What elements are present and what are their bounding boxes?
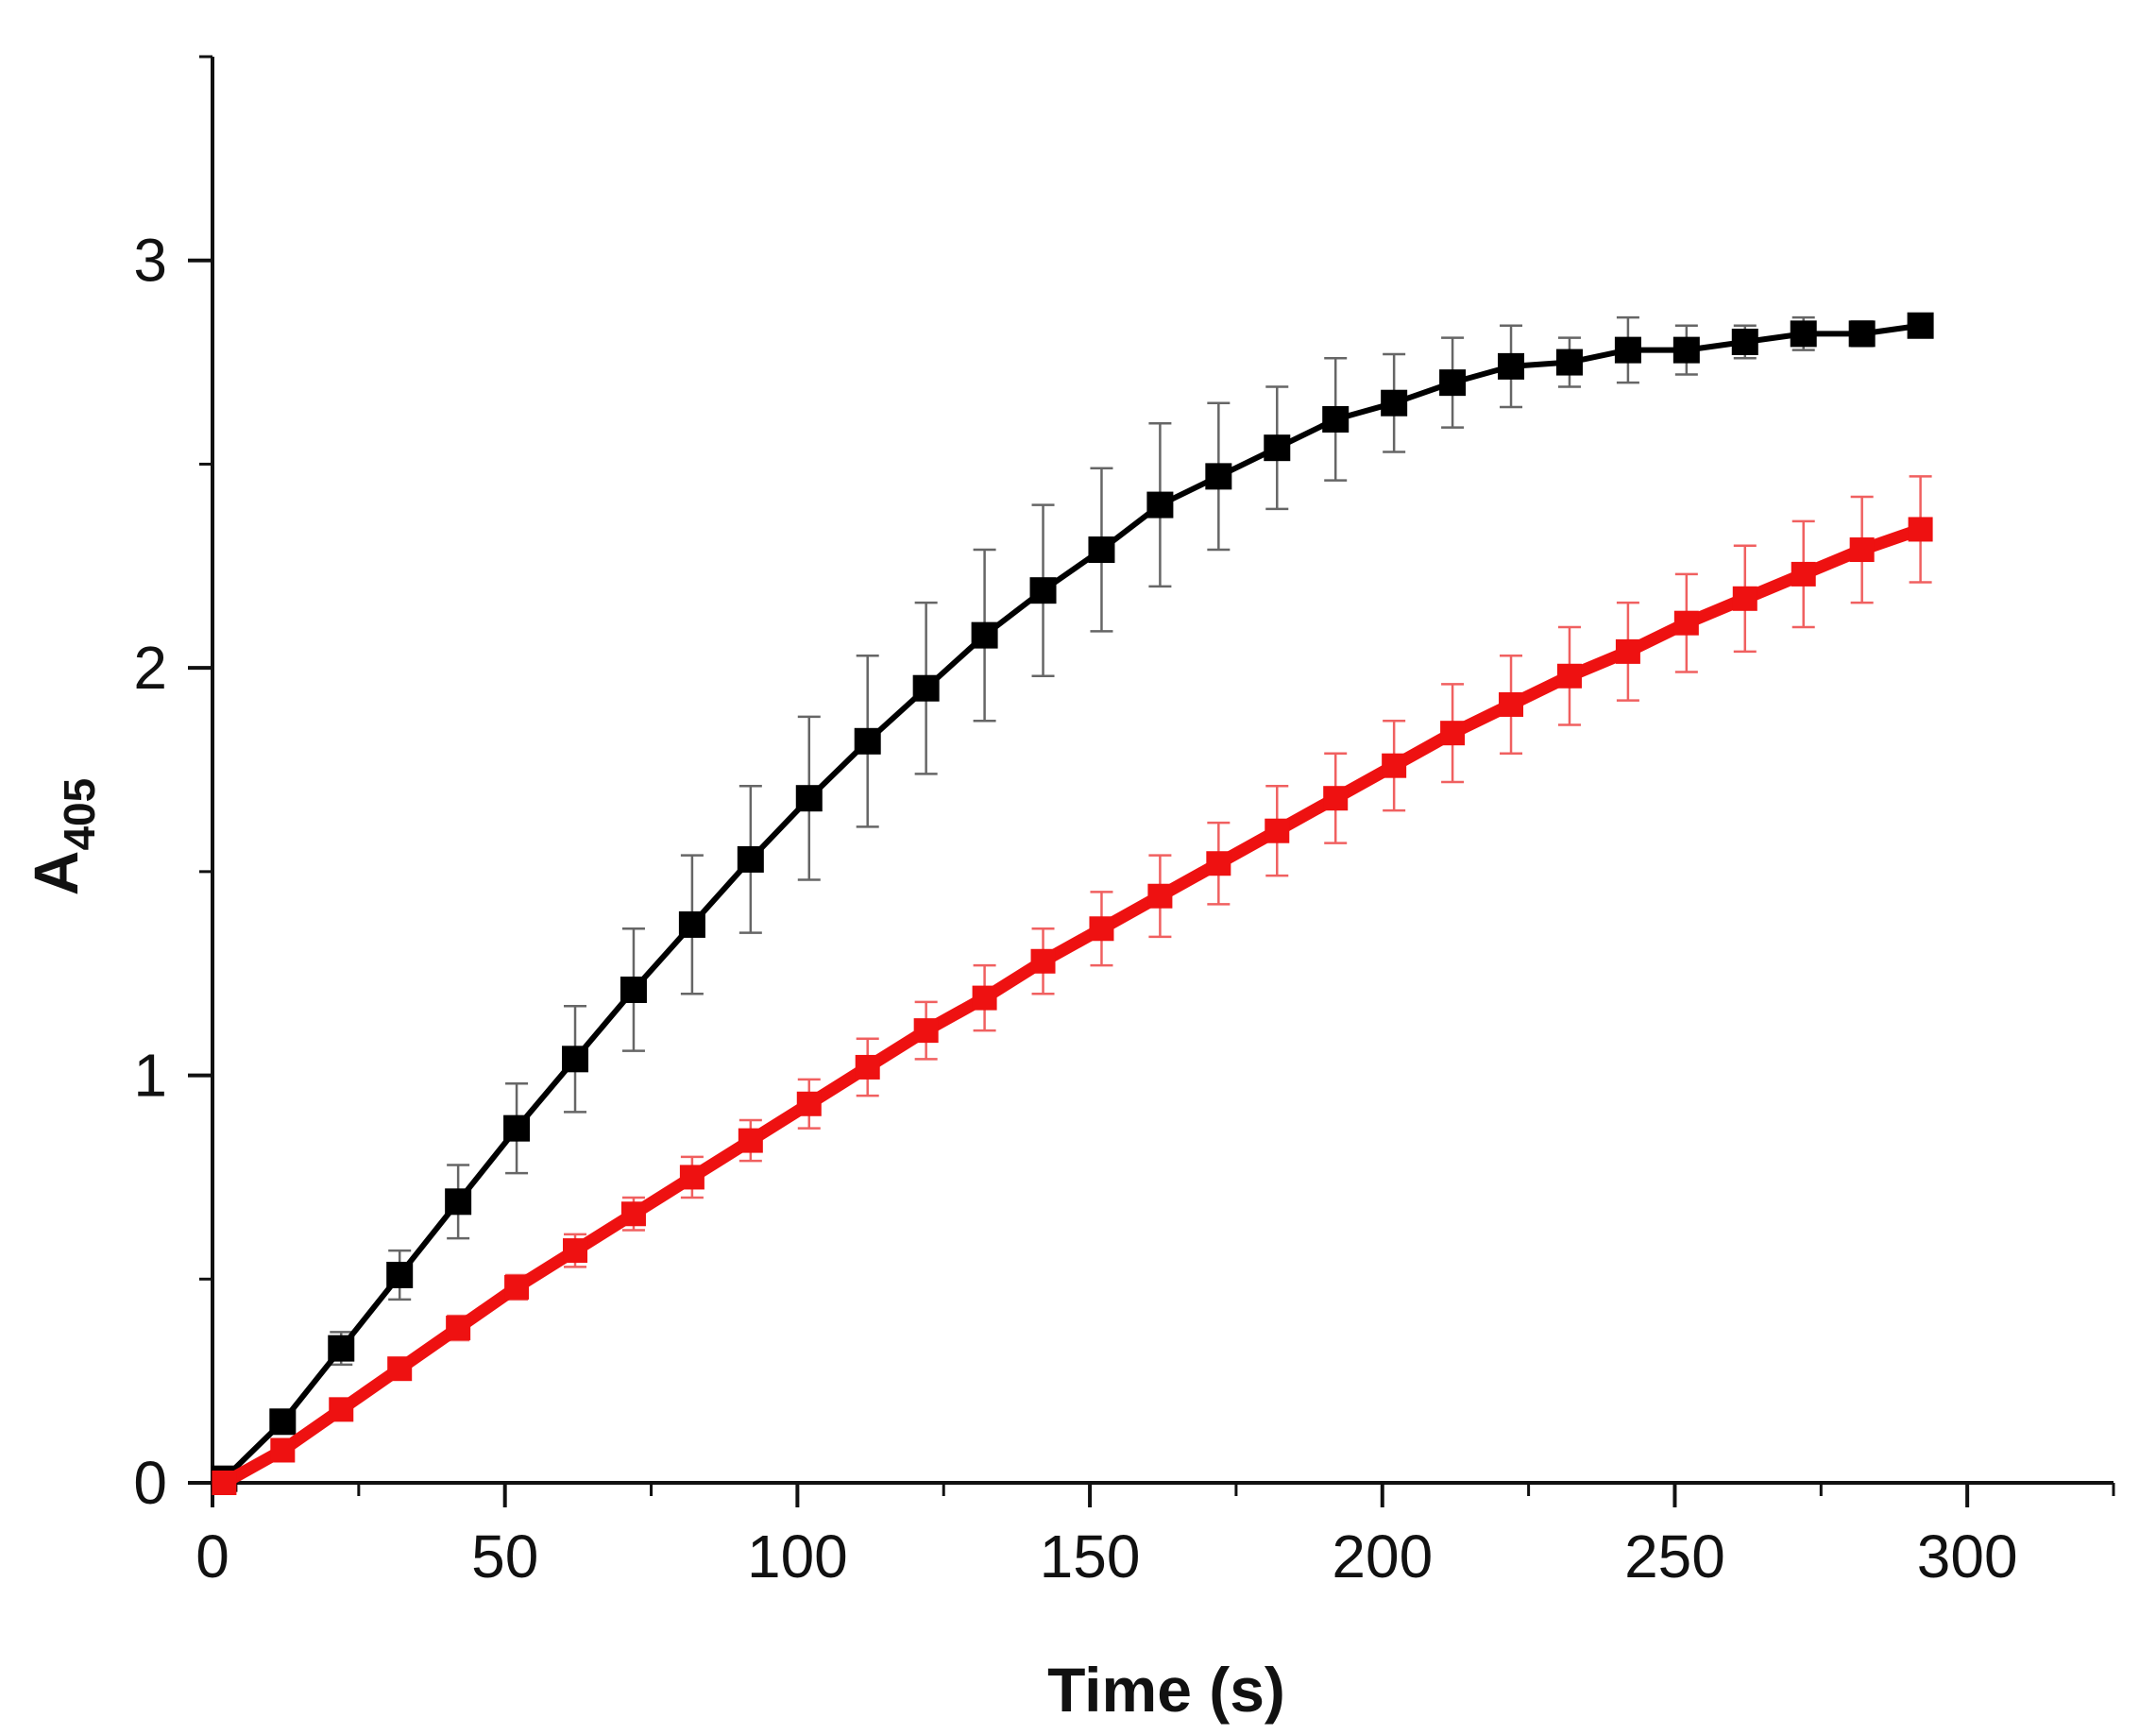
data-point [328,1335,355,1362]
data-point [1265,818,1290,843]
data-point [1790,320,1817,348]
x-tick-label: 300 [1917,1522,2018,1590]
data-point [1791,561,1816,587]
data-point [1146,491,1174,519]
data-point [1440,721,1466,746]
data-point [446,1316,471,1341]
data-point [855,1054,880,1080]
data-point [1731,329,1758,355]
data-point [1499,691,1524,717]
data-point [386,1261,414,1288]
data-point [738,1128,763,1153]
data-point [1088,536,1115,564]
data-point [1907,312,1934,339]
data-point [1673,610,1699,636]
data-point [737,845,764,873]
x-tick-label: 150 [1040,1522,1141,1590]
data-point [503,1114,531,1142]
y-axis-title-subscript: 405 [55,778,104,851]
data-point [562,1046,589,1073]
data-point [1555,349,1583,376]
series-line [222,322,1922,1481]
tick-labels: 0 50 100 150 200 250 300 0 1 2 3 [133,227,2017,1590]
axes [211,57,2114,1485]
data-point [912,674,940,702]
data-point [270,1437,296,1463]
y-tick-label: 1 [133,1042,167,1110]
data-point [445,1188,472,1216]
data-point [387,1356,413,1382]
x-axis-title: Time (s) [1047,1655,1285,1725]
x-tick-label: 200 [1332,1522,1433,1590]
data-point [1264,434,1291,462]
x-tick-label: 0 [195,1522,229,1590]
y-tick-label: 2 [133,634,167,702]
data-point [1732,586,1757,611]
data-point [1323,786,1349,811]
data-point [679,1165,705,1190]
data-point [795,785,823,812]
data-point [1672,336,1700,364]
data-point [1206,851,1231,876]
y-tick-label: 0 [133,1449,167,1517]
y-axis-title-main: A [21,851,91,896]
data-point [1382,753,1407,778]
data-point [269,1408,297,1436]
series-line [221,523,1923,1488]
data-point [796,1091,822,1116]
data-point [1205,463,1232,490]
x-tick-label: 250 [1624,1522,1725,1590]
data-point [1322,405,1350,433]
data-point [329,1397,354,1422]
data-point [1498,352,1525,380]
ticks [188,55,2115,1507]
data-point [1147,883,1173,909]
y-axis-title: A405 [21,778,104,895]
data-point [1849,537,1875,563]
data-point [972,985,997,1011]
x-tick-label: 100 [747,1522,848,1590]
data-point [504,1274,530,1300]
data-point [854,727,881,755]
data-point [1381,389,1408,417]
data-point [620,1201,646,1227]
data-point [1615,638,1640,664]
data-point [212,1471,237,1495]
data-point [913,1018,939,1044]
data-point [1848,320,1876,348]
series-layer [211,312,1934,1495]
data-point [1030,948,1056,974]
series-red [212,475,1933,1495]
data-point [1029,577,1057,604]
data-point [620,976,647,1003]
data-point [1614,336,1641,364]
data-point [971,621,998,649]
data-point [563,1238,588,1264]
data-point [1439,369,1467,397]
series-black [211,312,1934,1492]
data-point [678,910,705,938]
data-point [1556,663,1582,689]
data-point [1089,916,1114,942]
data-point [1908,517,1933,542]
x-tick-label: 50 [471,1522,538,1590]
y-tick-label: 3 [133,227,167,295]
